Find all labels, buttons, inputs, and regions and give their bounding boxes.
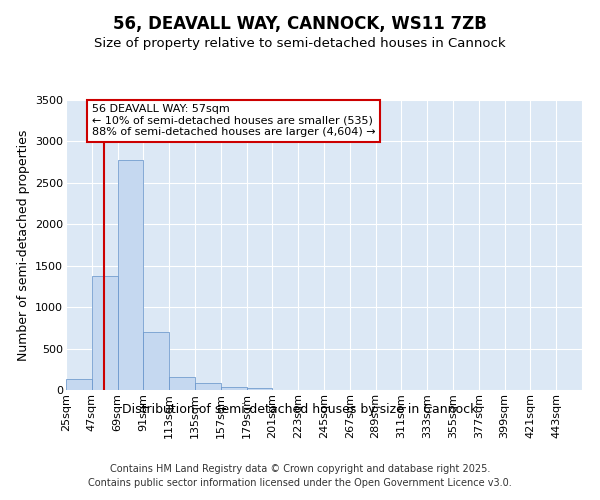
Y-axis label: Number of semi-detached properties: Number of semi-detached properties: [17, 130, 29, 360]
Bar: [247, 388, 272, 390]
Text: Contains HM Land Registry data © Crown copyright and database right 2025.
Contai: Contains HM Land Registry data © Crown c…: [88, 464, 512, 487]
Text: Distribution of semi-detached houses by size in Cannock: Distribution of semi-detached houses by …: [122, 402, 478, 415]
Bar: [92, 276, 118, 390]
Text: 56 DEAVALL WAY: 57sqm
← 10% of semi-detached houses are smaller (535)
88% of sem: 56 DEAVALL WAY: 57sqm ← 10% of semi-deta…: [92, 104, 376, 138]
Bar: [118, 160, 143, 390]
Bar: [169, 377, 195, 390]
Bar: [195, 383, 221, 390]
Text: 56, DEAVALL WAY, CANNOCK, WS11 7ZB: 56, DEAVALL WAY, CANNOCK, WS11 7ZB: [113, 15, 487, 33]
Bar: [66, 379, 92, 390]
Bar: [221, 386, 247, 390]
Text: Size of property relative to semi-detached houses in Cannock: Size of property relative to semi-detach…: [94, 38, 506, 51]
Bar: [143, 332, 169, 390]
